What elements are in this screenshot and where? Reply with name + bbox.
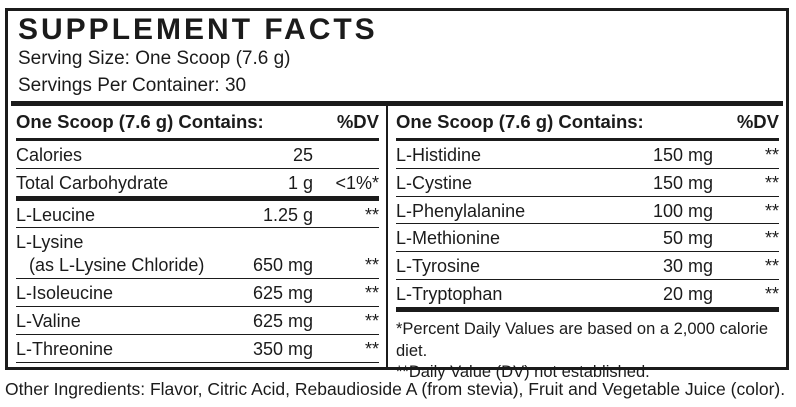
nutrient-dv: **: [764, 200, 779, 221]
nutrient-dv: **: [764, 228, 779, 249]
header-divider-bar: [11, 101, 783, 107]
column-header-contains: One Scoop (7.6 g) Contains:: [16, 111, 264, 133]
nutrient-name: L-Valine: [16, 311, 81, 332]
nutrient-dv: **: [764, 256, 779, 277]
nutrient-amount: 100 mg: [652, 200, 713, 221]
nutrient-name: L-Tryptophan: [396, 284, 503, 305]
nutrient-subname: (as L-Lysine Chloride): [29, 255, 205, 276]
footnote-dv-not-established: **Daily Value (DV) not established.: [396, 362, 650, 381]
column-header-dv: %DV: [336, 111, 379, 133]
nutrient-amount: 1 g: [287, 172, 313, 193]
nutrient-amount: 50 mg: [662, 228, 713, 249]
nutrient-name: L-Lysine (as L-Lysine Chloride): [16, 233, 215, 275]
nutrient-name: L-Threonine: [16, 338, 114, 359]
nutrient-name: Calories: [16, 144, 83, 165]
table-row: L-Histidine 150 mg **: [396, 141, 779, 169]
servings-per-container-text: Servings Per Container: 30: [18, 74, 247, 96]
table-row: L-Valine 625 mg **: [16, 307, 379, 335]
nutrient-dv: **: [364, 204, 379, 225]
nutrient-amount: 625 mg: [252, 311, 313, 332]
nutrient-dv: <1%*: [335, 172, 379, 193]
nutrient-amount: 30 mg: [662, 256, 713, 277]
panel-header: SUPPLEMENT FACTS Serving Size: One Scoop…: [8, 11, 786, 98]
supplement-facts-panel: SUPPLEMENT FACTS Serving Size: One Scoop…: [5, 8, 789, 381]
nutrient-amount: 625 mg: [252, 283, 313, 304]
nutrient-rows: L-Histidine 150 mg ** L-Cystine 150 mg ** L-Ph…: [396, 141, 779, 313]
column-header: One Scoop (7.6 g) Contains: %DV: [16, 106, 379, 141]
table-row: L-Methionine 50 mg **: [396, 224, 779, 253]
table-row: L-Phenylalanine 100 mg **: [396, 197, 779, 225]
facts-column-right: One Scoop (7.6 g) Contains: %DV L-Histid…: [386, 106, 786, 381]
nutrient-name: Total Carbohydrate: [16, 172, 169, 193]
nutrient-amount: 150 mg: [652, 144, 713, 165]
nutrient-dv: **: [764, 144, 779, 165]
nutrient-name: L-Histidine: [396, 144, 482, 165]
table-row: L-Tryptophan 20 mg **: [396, 280, 779, 313]
other-ingredients-text: Other Ingredients: Flavor, Citric Acid, …: [5, 379, 786, 399]
nutrient-amount: 1.25 g: [262, 204, 313, 225]
table-row: Calories 25: [16, 141, 379, 169]
nutrient-rows: Calories 25 Total Carbohydrate 1 g <1%* L-Leu…: [16, 141, 379, 363]
table-row: L-Threonine 350 mg **: [16, 335, 379, 363]
nutrient-amount: 150 mg: [652, 172, 713, 193]
nutrient-name: L-Leucine: [16, 204, 96, 225]
table-row: L-Lysine (as L-Lysine Chloride) 650 mg **: [16, 228, 379, 280]
table-row: L-Isoleucine 625 mg **: [16, 279, 379, 308]
nutrient-dv: **: [764, 172, 779, 193]
nutrient-name: L-Phenylalanine: [396, 200, 526, 221]
footnotes: *Percent Daily Values are based on a 2,0…: [396, 312, 779, 383]
table-row: L-Cystine 150 mg **: [396, 169, 779, 197]
nutrient-name: L-Methionine: [396, 228, 501, 249]
nutrient-amount: 650 mg: [252, 255, 313, 276]
table-row: Total Carbohydrate 1 g <1%*: [16, 169, 379, 201]
footnote-percent-dv: *Percent Daily Values are based on a 2,0…: [396, 320, 769, 360]
nutrient-amount: 25: [292, 144, 313, 165]
nutrient-name: L-Isoleucine: [16, 283, 114, 304]
nutrient-amount: 20 mg: [662, 284, 713, 305]
nutrient-dv: **: [364, 311, 379, 332]
column-header: One Scoop (7.6 g) Contains: %DV: [396, 106, 779, 141]
table-row: L-Leucine 1.25 g **: [16, 201, 379, 229]
facts-column-left: One Scoop (7.6 g) Contains: %DV Calories…: [8, 106, 386, 367]
panel-title: SUPPLEMENT FACTS: [18, 13, 378, 46]
nutrient-dv: **: [364, 255, 379, 276]
nutrient-name: L-Tyrosine: [396, 256, 481, 277]
facts-columns: One Scoop (7.6 g) Contains: %DV Calories…: [8, 106, 786, 381]
nutrient-amount: 350 mg: [252, 338, 313, 359]
nutrient-dv: **: [364, 338, 379, 359]
nutrient-dv: **: [764, 284, 779, 305]
column-header-contains: One Scoop (7.6 g) Contains:: [396, 111, 644, 133]
nutrient-dv: **: [364, 283, 379, 304]
nutrient-name: L-Cystine: [396, 172, 473, 193]
serving-size-text: Serving Size: One Scoop (7.6 g): [18, 48, 291, 69]
column-header-dv: %DV: [736, 111, 779, 133]
table-row: L-Tyrosine 30 mg **: [396, 252, 779, 281]
